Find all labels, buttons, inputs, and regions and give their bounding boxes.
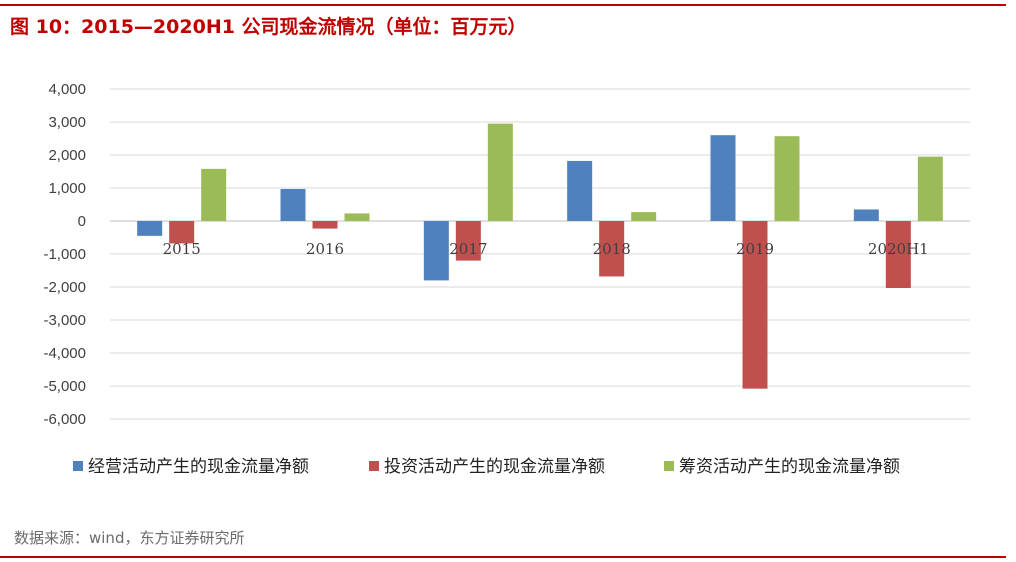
bar-2-2018 [599, 221, 625, 277]
bar-1-2016 [280, 188, 306, 221]
y-tick-label: 3,000 [48, 114, 86, 131]
legend-label: 经营活动产生的现金流量净额 [88, 457, 309, 477]
y-tick-label: 4,000 [48, 81, 86, 98]
y-tick-label: -2,000 [43, 279, 86, 296]
y-tick-label: -6,000 [43, 411, 86, 428]
y-tick-label: 1,000 [48, 180, 86, 197]
bar-3-2020H1 [917, 156, 943, 221]
x-tick-label: 2018 [593, 240, 631, 258]
bar-2-2017 [455, 221, 481, 261]
x-tick-label: 2019 [736, 240, 774, 258]
legend-label: 筹资活动产生的现金流量净额 [679, 457, 900, 477]
bar-3-2016 [344, 213, 370, 221]
legend-swatch [73, 461, 83, 471]
chart-title: 图 10：2015—2020H1 公司现金流情况（单位：百万元） [10, 16, 527, 38]
bar-3-2018 [631, 212, 657, 221]
bar-2-2020H1 [885, 221, 911, 288]
bar-2-2015 [169, 221, 195, 244]
y-tick-label: 2,000 [48, 147, 86, 164]
bar-1-2017 [423, 221, 449, 281]
x-tick-label: 2015 [163, 240, 201, 258]
bar-2-2019 [742, 221, 768, 389]
y-tick-label: 0 [78, 213, 86, 230]
bar-1-2018 [567, 160, 593, 221]
bar-1-2015 [137, 221, 163, 236]
source-note: 数据来源：wind，东方证券研究所 [14, 529, 245, 547]
y-tick-label: -4,000 [43, 345, 86, 362]
legend-swatch [369, 461, 379, 471]
top-rule [0, 4, 1006, 6]
x-tick-label: 2017 [449, 240, 487, 258]
bar-2-2016 [312, 221, 338, 229]
legend-swatch [664, 461, 674, 471]
bar-1-2019 [710, 135, 736, 221]
bar-3-2019 [774, 136, 800, 221]
legend-label: 投资活动产生的现金流量净额 [384, 457, 605, 477]
y-tick-label: -1,000 [43, 246, 86, 263]
x-tick-label: 2016 [306, 240, 344, 258]
bar-3-2017 [487, 123, 513, 221]
bar-3-2015 [201, 168, 227, 221]
y-tick-label: -5,000 [43, 378, 86, 395]
bottom-rule [0, 556, 1006, 558]
bar-1-2020H1 [853, 209, 879, 221]
y-tick-label: -3,000 [43, 312, 86, 329]
x-tick-label: 2020H1 [868, 240, 929, 258]
